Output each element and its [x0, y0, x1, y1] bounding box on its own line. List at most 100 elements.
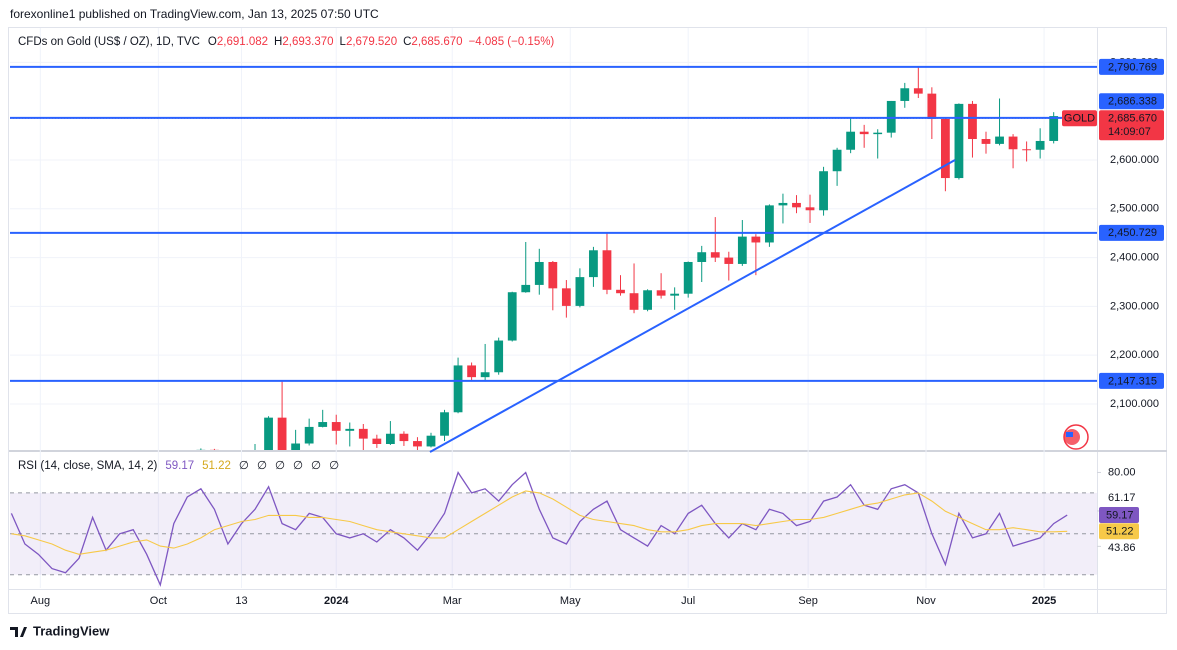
- candle-body: [859, 131, 869, 135]
- logo: TradingView: [10, 623, 110, 638]
- x-tick-label: Mar: [443, 595, 462, 607]
- candle-body: [1008, 136, 1018, 150]
- rsi-sma-line: [11, 490, 1068, 555]
- candle-body: [886, 100, 896, 133]
- candle-body: [670, 293, 680, 296]
- rsi-title: RSI (14, close, SMA, 14, 2): [18, 460, 158, 472]
- input-marker: ∅: [275, 460, 285, 472]
- y-tick-label: 2,400.000: [1110, 251, 1159, 263]
- candle-body: [385, 433, 395, 444]
- levels: [10, 65, 1097, 382]
- rsi-background: [10, 492, 1097, 576]
- y-tick-label: 2,200.000: [1110, 349, 1159, 361]
- level-badge: [1099, 224, 1164, 241]
- candle-body: [413, 441, 422, 447]
- level-badge: [1099, 372, 1164, 389]
- candle-body: [913, 88, 923, 94]
- y-tick-label: 2,300.000: [1110, 300, 1159, 312]
- candle-body: [264, 417, 273, 450]
- frame: [8, 27, 1167, 614]
- ohlc-value: 2,693.370: [282, 36, 333, 48]
- rsi-value: 59.17: [165, 460, 194, 472]
- candle-body: [277, 417, 287, 450]
- axes: 2,100.000 2,200.000 2,300.000 2,400.000 2,50…: [31, 56, 1159, 607]
- level-label: 2,147.315: [1108, 375, 1157, 387]
- ohlc-label: H: [274, 36, 282, 48]
- level-badge: [1099, 93, 1164, 110]
- candle-body: [467, 365, 477, 378]
- candle-body: [900, 88, 910, 101]
- y-tick-label: 61.17: [1108, 492, 1136, 504]
- candle-body: [196, 449, 206, 450]
- candle-body: [778, 202, 788, 206]
- y-tick-label: 2,500.000: [1110, 203, 1159, 215]
- symbol: CFDs on Gold (US$ / OZ), 1D, TVC: [18, 36, 200, 48]
- ohlc-label: O: [208, 36, 217, 48]
- candle-body: [792, 202, 801, 208]
- x-tick-label: May: [560, 595, 581, 607]
- input-marker: ∅: [329, 460, 339, 472]
- candle-body: [968, 103, 977, 140]
- candle-body: [697, 252, 707, 262]
- value-badge: [1099, 507, 1139, 524]
- footer: TradingView: [33, 623, 110, 638]
- candle-body: [440, 412, 449, 436]
- level-badge: [1099, 58, 1164, 75]
- ohlc-label: L: [340, 36, 347, 48]
- badges: 2,790.769 2,686.338 2,450.729 2,147.315 GOLD…: [1062, 58, 1164, 540]
- candle-body: [575, 277, 585, 306]
- candle-body: [345, 428, 355, 431]
- candle-body: [1022, 149, 1032, 151]
- level-label: 2,790.769: [1108, 61, 1157, 73]
- ohlc-label: C: [403, 36, 411, 48]
- y-tick-label: 2,600.000: [1110, 154, 1159, 166]
- candle-body: [507, 292, 517, 341]
- candle-body: [210, 449, 219, 450]
- candle-body: [737, 236, 747, 264]
- candle-body: [304, 426, 314, 444]
- candle-body: [995, 136, 1004, 144]
- sma-value: 51.22: [202, 460, 231, 472]
- candle-body: [710, 252, 720, 258]
- candle-body: [534, 261, 544, 285]
- symbol-badge: [1062, 110, 1097, 127]
- y-tick-label: 43.86: [1108, 542, 1136, 554]
- value-badge: [1099, 523, 1139, 540]
- x-tick-label: Jul: [681, 595, 695, 607]
- candle-body: [331, 422, 341, 431]
- candle-body: [819, 171, 828, 211]
- rsi-line: [10, 471, 1068, 587]
- symbol-label: GOLD: [1064, 113, 1095, 125]
- grid: [10, 28, 1097, 588]
- candle-body: [372, 438, 382, 444]
- candle-body: [940, 119, 950, 179]
- value-badge-label: 51.22: [1106, 526, 1134, 538]
- candle-body: [521, 284, 531, 293]
- y-tick-label: 2,100.000: [1110, 398, 1159, 410]
- rsi-legend: RSI (14, close, SMA, 14, 2) 59.17 51.22 ∅ ∅ ∅…: [18, 460, 339, 472]
- candle-body: [291, 443, 301, 450]
- x-tick-label: 13: [235, 595, 247, 607]
- x-tick-label: Oct: [150, 595, 167, 607]
- y-tick-label: 80.00: [1108, 466, 1136, 478]
- level-label: 2,686.338: [1108, 96, 1157, 108]
- candle-body: [589, 250, 598, 278]
- x-tick-label: Aug: [31, 595, 51, 607]
- candle-body: [1049, 116, 1059, 141]
- x-tick-label: 2025: [1032, 595, 1056, 607]
- candle-body: [602, 250, 612, 290]
- candle-body: [318, 422, 328, 427]
- candles: [196, 67, 1072, 450]
- countdown: 14:09:07: [1108, 126, 1151, 138]
- legend: CFDs on Gold (US$ / OZ), 1D, TVC O2,691.0…: [18, 36, 554, 48]
- header: forexonline1 published on TradingView.co…: [10, 7, 379, 21]
- candle-body: [643, 290, 652, 310]
- candle-body: [846, 131, 856, 150]
- ohlc-value: 2,685.670: [411, 36, 462, 48]
- candle-body: [426, 435, 436, 447]
- input-marker: ∅: [239, 460, 249, 472]
- ohlc-value: 2,679.520: [346, 36, 397, 48]
- candle-body: [629, 293, 639, 310]
